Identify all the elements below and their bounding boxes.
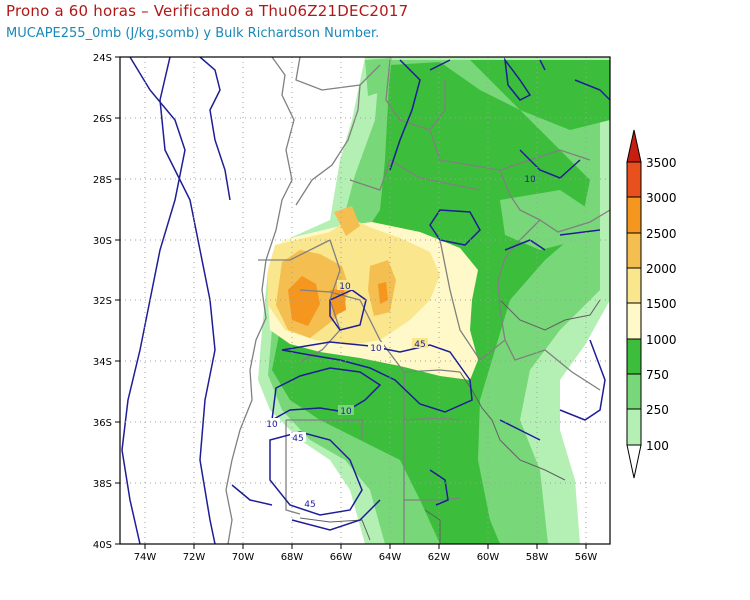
contour-label: 45 — [304, 500, 315, 510]
x-tick-label: 58W — [526, 552, 549, 563]
contour-label: 45 — [414, 340, 425, 350]
y-tick-label: 28S — [93, 175, 112, 186]
gridlines — [120, 57, 610, 544]
x-tick-label: 68W — [281, 552, 304, 563]
colorbar-cap-bottom — [626, 444, 642, 479]
colorbar-label: 1000 — [646, 333, 677, 347]
chart-title: Prono a 60 horas – Verificando a Thu06Z2… — [6, 2, 409, 20]
x-tick-label: 72W — [183, 552, 206, 563]
contour-label: 10 — [524, 175, 536, 185]
x-tick-label: 56W — [575, 552, 598, 563]
x-tick-label: 60W — [477, 552, 500, 563]
x-tick-label: 66W — [330, 552, 353, 563]
colorbar-swatch — [626, 302, 642, 340]
x-tick-label: 74W — [134, 552, 157, 563]
colorbar-label: 100 — [646, 439, 669, 453]
contour-label: 10 — [339, 282, 351, 292]
country-borders — [225, 57, 610, 544]
colorbar-label: 3000 — [646, 191, 677, 205]
colorbar-label: 2500 — [646, 227, 677, 241]
colorbar-swatch — [626, 161, 642, 198]
colorbar — [626, 129, 642, 479]
y-tick-label: 32S — [93, 296, 112, 307]
contour-label: 10 — [370, 344, 382, 354]
y-tick-label: 40S — [93, 540, 112, 551]
y-tick-label: 34S — [93, 357, 112, 368]
contour-label: 45 — [292, 434, 303, 444]
y-tick-label: 26S — [93, 114, 112, 125]
colorbar-swatch — [626, 232, 642, 269]
contour-label-group: 10 10 10 10 45 10 45 45 — [264, 173, 538, 510]
contour-label: 10 — [340, 407, 352, 417]
contour-label: 10 — [266, 420, 278, 430]
x-tick-label: 70W — [232, 552, 255, 563]
colorbar-swatch — [626, 196, 642, 234]
chart-subtitle: MUCAPE255_0mb (J/kg,somb) y Bulk Richard… — [6, 26, 380, 41]
colorbar-swatch — [626, 373, 642, 410]
tick-marks — [115, 56, 587, 549]
colorbar-cap-top — [626, 129, 642, 163]
colorbar-label: 2000 — [646, 262, 677, 276]
colorbar-swatch — [626, 408, 642, 446]
coastline — [299, 299, 601, 544]
colorbar-label: 1500 — [646, 297, 677, 311]
colorbar-swatch — [626, 267, 642, 304]
y-axis-labels: 24S 26S 28S 30S 32S 34S 36S 38S 40S — [93, 53, 112, 551]
x-axis-labels: 74W 72W 70W 68W 66W 64W 62W 60W 58W 56W — [134, 552, 598, 563]
colorbar-labels: 3500 3000 2500 2000 1500 1000 750 250 10… — [646, 156, 677, 453]
y-tick-label: 30S — [93, 236, 112, 247]
colorbar-label: 750 — [646, 368, 669, 382]
colorbar-label: 3500 — [646, 156, 677, 170]
x-tick-label: 64W — [379, 552, 402, 563]
y-tick-label: 24S — [93, 53, 112, 64]
colorbar-swatch — [626, 338, 642, 375]
colorbar-label: 250 — [646, 403, 669, 417]
y-tick-label: 38S — [93, 479, 112, 490]
y-tick-label: 36S — [93, 418, 112, 429]
x-tick-label: 62W — [428, 552, 451, 563]
